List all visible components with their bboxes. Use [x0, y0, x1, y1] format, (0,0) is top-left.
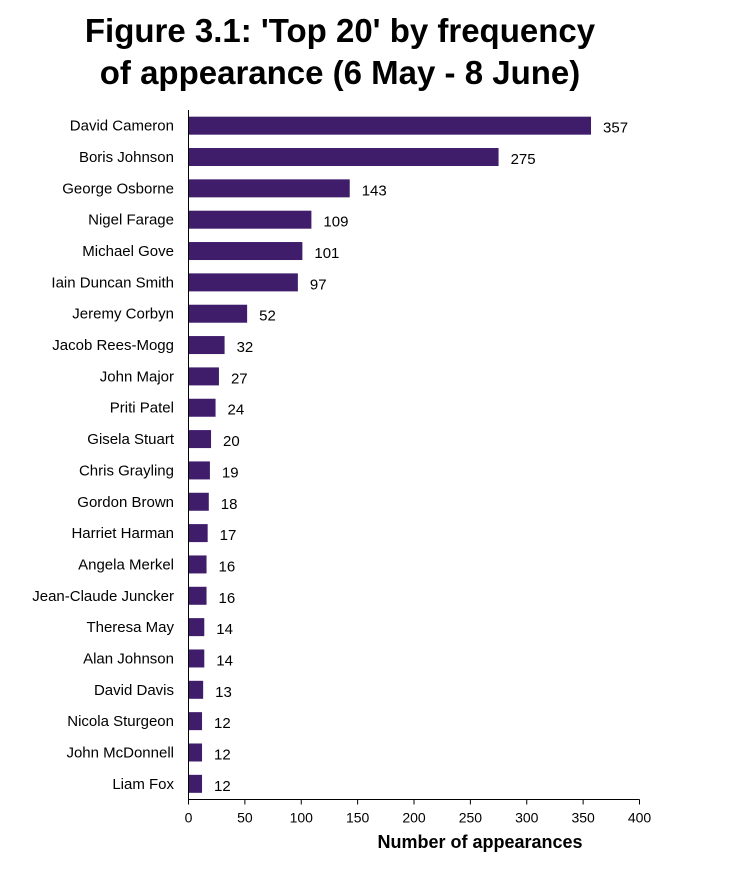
data-label: 14	[216, 652, 233, 669]
category-label: Michael Gove	[82, 243, 174, 260]
x-tick-label: 300	[515, 810, 539, 826]
bar-19	[188, 680, 204, 699]
data-label: 275	[511, 151, 536, 168]
x-axis-title: Number of appearances	[377, 832, 582, 852]
data-label: 357	[603, 120, 628, 137]
category-label: Iain Duncan Smith	[51, 274, 174, 291]
category-label: George Osborne	[62, 180, 174, 197]
category-label: Nicola Sturgeon	[67, 713, 174, 730]
bar-2	[188, 148, 499, 167]
data-label: 27	[231, 370, 248, 387]
data-label: 16	[219, 590, 236, 607]
data-label: 109	[323, 214, 348, 231]
data-label: 18	[221, 496, 238, 513]
chart-title: Figure 3.1: 'Top 20' by frequency of app…	[40, 10, 640, 94]
data-label: 17	[220, 527, 237, 544]
x-tick-label: 200	[402, 810, 426, 826]
bar-8	[188, 336, 225, 355]
x-tick-label: 350	[571, 810, 595, 826]
category-label: Angela Merkel	[78, 556, 174, 573]
data-label: 12	[214, 746, 231, 763]
axis-layer	[188, 110, 640, 805]
chart-title-line-1: Figure 3.1: 'Top 20' by frequency	[84, 12, 596, 49]
category-label: David Davis	[94, 682, 174, 699]
data-label: 101	[314, 245, 339, 262]
bar-7	[188, 304, 248, 323]
bar-11	[188, 430, 212, 449]
bar-22	[188, 774, 203, 793]
category-label: Jeremy Corbyn	[72, 306, 174, 323]
chart-title-line-2: of appearance (6 May - 8 June)	[99, 54, 581, 91]
x-tick-label: 50	[237, 810, 253, 826]
bar-10	[188, 398, 216, 417]
category-label: Theresa May	[86, 619, 174, 636]
bars-layer	[188, 116, 592, 793]
bar-18	[188, 649, 205, 668]
category-label: Jacob Rees-Mogg	[52, 337, 174, 354]
category-label: David Cameron	[70, 118, 174, 135]
bar-15	[188, 555, 207, 574]
data-label: 20	[223, 433, 240, 450]
category-label: Gordon Brown	[77, 494, 174, 511]
bar-5	[188, 242, 303, 261]
bar-6	[188, 273, 298, 292]
category-label: Priti Patel	[110, 400, 174, 417]
bar-1	[188, 116, 592, 135]
data-label: 24	[228, 402, 245, 419]
data-label: 16	[219, 558, 236, 575]
data-label: 14	[216, 621, 233, 638]
x-tick-label: 400	[628, 810, 652, 826]
category-label: John McDonnell	[66, 744, 174, 761]
category-label: Jean-Claude Juncker	[32, 588, 174, 605]
bar-16	[188, 586, 207, 605]
category-label: Nigel Farage	[88, 212, 174, 229]
category-label: Harriet Harman	[71, 525, 174, 542]
bar-4	[188, 210, 312, 229]
category-label: Alan Johnson	[83, 650, 174, 667]
bar-3	[188, 179, 350, 198]
data-label: 52	[259, 308, 276, 325]
x-tick-label: 100	[290, 810, 314, 826]
bar-14	[188, 524, 208, 543]
data-label: 12	[214, 778, 231, 795]
category-label: Boris Johnson	[79, 149, 174, 166]
x-tick-label: 0	[185, 810, 193, 826]
labels-layer: David Cameron 357 Boris Johnson 275 George O…	[32, 118, 651, 852]
category-label: John Major	[100, 368, 174, 385]
x-tick-label: 250	[459, 810, 483, 826]
bar-13	[188, 492, 209, 511]
bar-21	[188, 743, 203, 762]
category-label: Chris Grayling	[79, 462, 174, 479]
data-label: 12	[214, 715, 231, 732]
category-label: Liam Fox	[112, 776, 174, 793]
bar-12	[188, 461, 210, 480]
bar-17	[188, 618, 205, 637]
data-label: 13	[215, 684, 232, 701]
data-label: 143	[362, 182, 387, 199]
bar-9	[188, 367, 219, 386]
category-label: Gisela Stuart	[87, 431, 175, 448]
data-label: 19	[222, 464, 239, 481]
data-label: 97	[310, 276, 327, 293]
x-tick-label: 150	[346, 810, 370, 826]
bar-20	[188, 712, 203, 731]
data-label: 32	[237, 339, 254, 356]
